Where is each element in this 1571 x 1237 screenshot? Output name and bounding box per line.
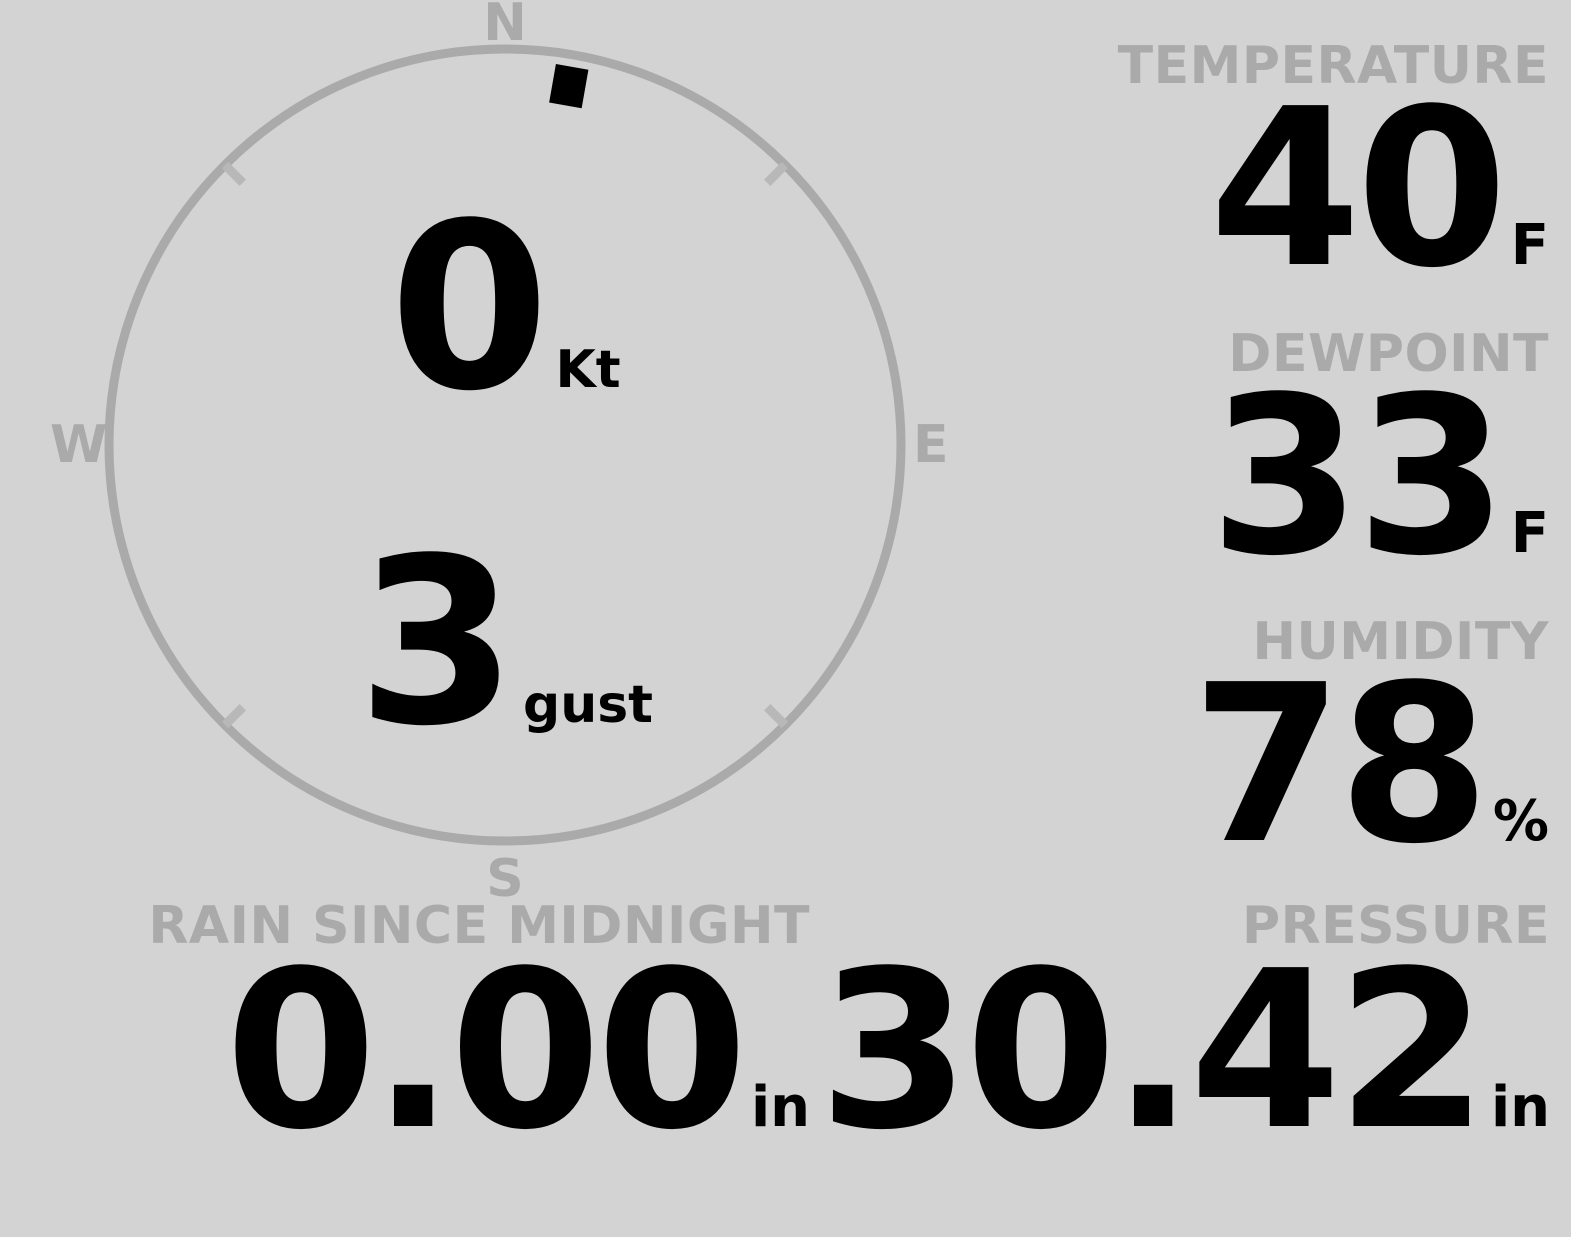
stat-rain-since-midnight: RAIN SINCE MIDNIGHT 0.00 in	[20, 896, 810, 1161]
stat-humidity: HUMIDITY 78%	[1192, 612, 1549, 875]
stat-humidity-value: 78	[1191, 639, 1490, 892]
stat-humidity-value-row: 78%	[1192, 657, 1549, 875]
wind-gust-value: 3	[356, 510, 517, 777]
stat-dewpoint-label: DEWPOINT	[1228, 324, 1549, 384]
stat-dewpoint: DEWPOINT 33 F	[1209, 324, 1549, 587]
stat-pressure-value-row: 30.42 in	[790, 943, 1550, 1161]
compass-label-north: N	[483, 0, 527, 53]
stat-rain-value: 0.00	[225, 925, 748, 1178]
compass-tick-ne	[764, 161, 789, 186]
wind-direction-marker	[549, 64, 589, 109]
stat-temperature-value-row: 40 F	[1118, 81, 1549, 299]
stat-dewpoint-value-row: 33 F	[1209, 369, 1549, 587]
stat-rain-value-row: 0.00 in	[20, 943, 810, 1161]
stat-temperature-value: 40	[1209, 63, 1507, 316]
stat-humidity-label: HUMIDITY	[1252, 612, 1549, 672]
wind-gust-unit: gust	[522, 675, 654, 735]
stat-pressure-value: 30.42	[818, 925, 1488, 1178]
wind-speed-unit: Kt	[555, 340, 621, 400]
stat-rain-unit: in	[750, 1075, 810, 1140]
compass-label-south: S	[486, 849, 524, 909]
stat-pressure: PRESSURE 30.42 in	[790, 896, 1550, 1161]
compass-tick-nw	[221, 161, 246, 186]
stat-pressure-label: PRESSURE	[1241, 896, 1550, 956]
compass-tick-sw	[221, 704, 246, 729]
stat-dewpoint-value: 33	[1209, 351, 1507, 604]
stat-temperature: TEMPERATURE 40 F	[1117, 36, 1549, 299]
stat-humidity-unit: %	[1492, 789, 1549, 854]
wind-compass-dial[interactable]: N E S W 0 Kt 3 gust	[50, 0, 949, 905]
wind-direction-square-icon	[549, 64, 589, 109]
compass-ring-graphic	[104, 44, 906, 846]
wind-speed-readout: 0 Kt	[105, 194, 905, 424]
compass-tick-marks	[221, 161, 789, 729]
stat-temperature-label: TEMPERATURE	[1117, 36, 1549, 96]
stat-rain-label: RAIN SINCE MIDNIGHT	[148, 896, 810, 956]
compass-label-east: E	[913, 415, 949, 475]
compass-ring-circle	[104, 44, 906, 846]
stat-temperature-unit: F	[1510, 213, 1549, 278]
wind-gust-readout: 3 gust	[105, 529, 905, 759]
compass-label-west: W	[50, 415, 108, 475]
stat-dewpoint-unit: F	[1510, 501, 1549, 566]
wind-speed-value: 0	[389, 175, 549, 442]
compass-tick-se	[764, 704, 789, 729]
stat-pressure-unit: in	[1490, 1075, 1550, 1140]
